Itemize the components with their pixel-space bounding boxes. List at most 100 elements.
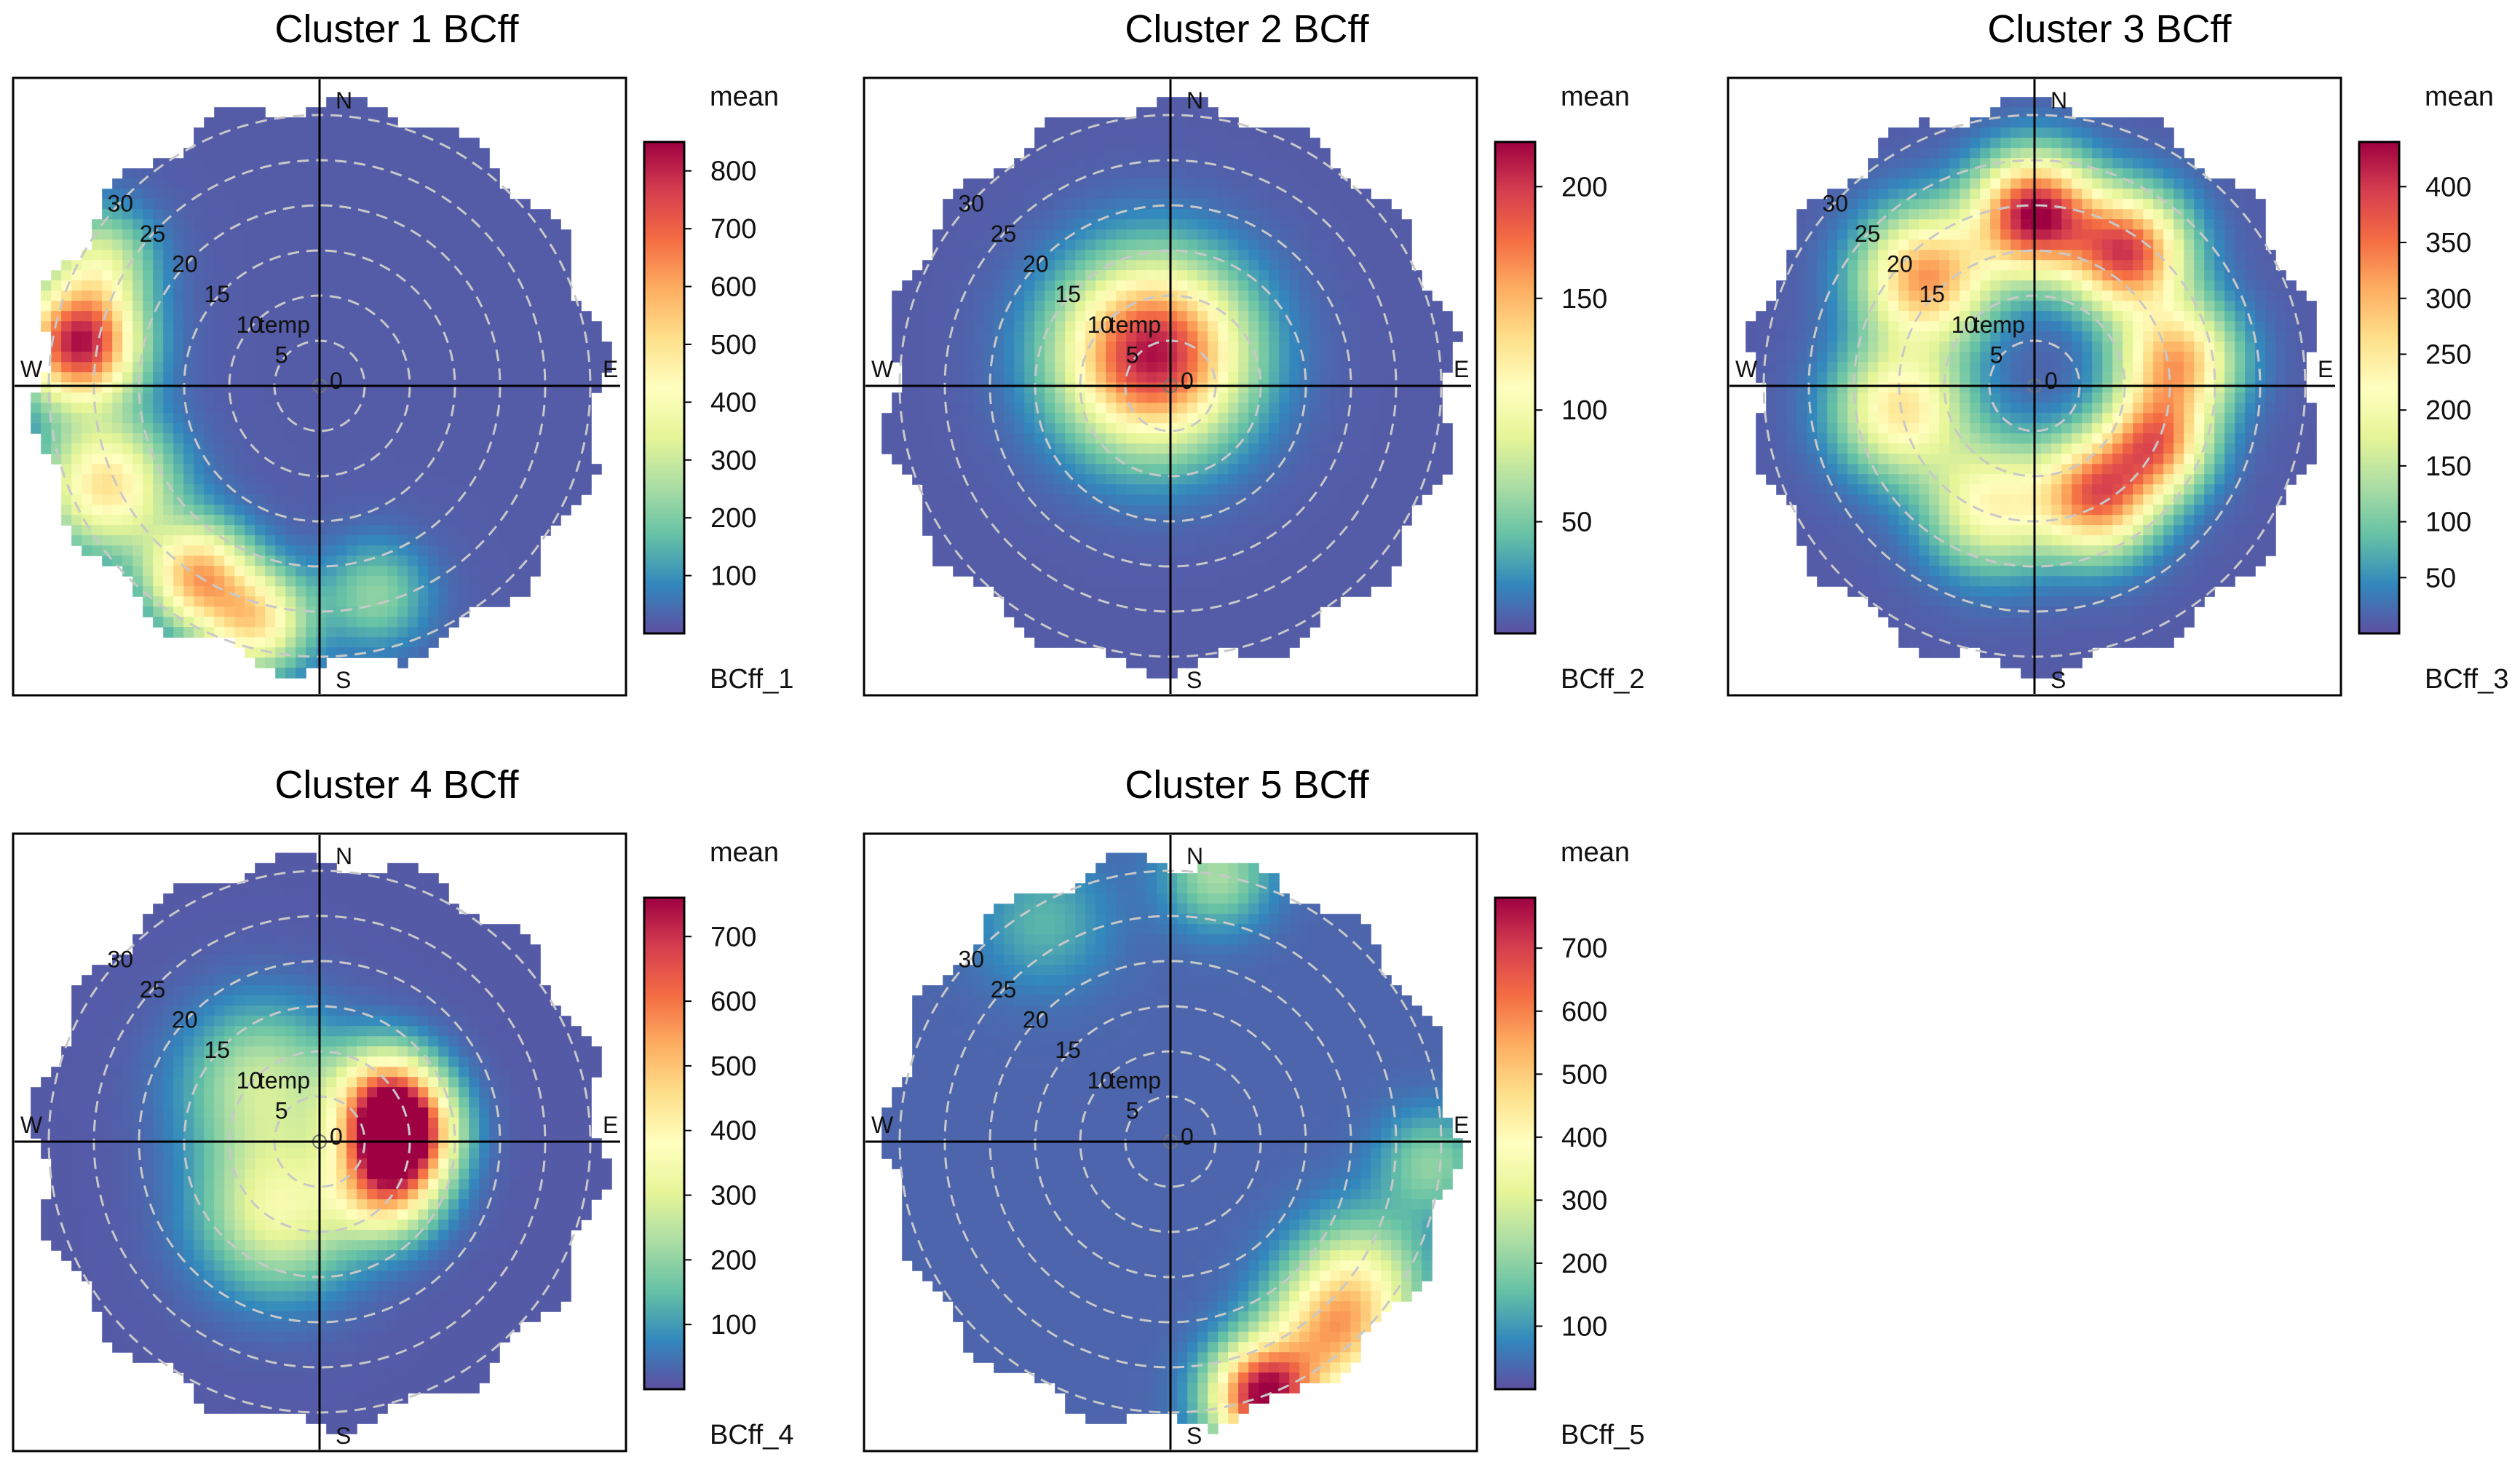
heat-cell xyxy=(902,341,913,352)
heat-cell xyxy=(1422,352,1433,363)
heat-cell xyxy=(1360,229,1371,240)
heat-cell xyxy=(408,270,419,281)
heat-cell xyxy=(204,433,215,444)
ring-label: 30 xyxy=(107,190,133,216)
heat-cell xyxy=(953,545,964,556)
heat-cell xyxy=(973,556,984,566)
heat-cell xyxy=(408,291,419,301)
heat-cell xyxy=(194,352,205,363)
colorbar-tick-label: 700 xyxy=(710,214,756,245)
heat-cell xyxy=(459,443,469,454)
heat-cell xyxy=(357,178,368,189)
heat-cell xyxy=(520,341,531,352)
heat-cell xyxy=(153,525,164,536)
heat-cell xyxy=(1187,280,1198,291)
heat-cell xyxy=(1065,443,1076,454)
heat-cell xyxy=(1065,127,1076,138)
heat-cell xyxy=(1391,311,1402,322)
heat-cell xyxy=(1248,331,1259,342)
heat-cell xyxy=(1014,341,1025,352)
heat-cell xyxy=(387,627,398,638)
heat-cell xyxy=(1014,443,1025,454)
heat-cell xyxy=(1085,433,1096,444)
heat-cell xyxy=(122,464,133,475)
heat-cell xyxy=(1106,647,1117,658)
heat-cell xyxy=(397,484,408,495)
heat-cell xyxy=(1187,250,1198,261)
heat-cell xyxy=(1157,148,1168,159)
heat-cell xyxy=(408,260,419,271)
heat-cell xyxy=(1106,219,1117,230)
heat-cell xyxy=(408,250,419,261)
heat-cell xyxy=(357,535,368,546)
heat-cell xyxy=(983,250,994,261)
heat-cell xyxy=(377,219,388,230)
heat-cell xyxy=(1065,260,1076,271)
heat-cell xyxy=(1401,260,1412,271)
heat-cell xyxy=(1391,525,1402,536)
heat-cell xyxy=(224,362,235,373)
heat-cell xyxy=(1350,352,1361,363)
heat-cell xyxy=(122,311,133,322)
heat-cell xyxy=(1401,464,1412,475)
heat-cell xyxy=(922,341,933,352)
heat-cell xyxy=(408,321,419,332)
heat-cell xyxy=(418,219,429,230)
heat-cell xyxy=(1136,209,1147,220)
heat-cell xyxy=(1238,199,1249,210)
heat-cell xyxy=(357,280,368,291)
heat-cell xyxy=(560,403,571,414)
heat-cell xyxy=(204,392,215,403)
heat-cell xyxy=(1228,291,1239,301)
heat-cell xyxy=(1269,168,1280,179)
heat-cell xyxy=(418,260,429,271)
heat-cell xyxy=(367,219,378,230)
heat-cell xyxy=(1136,331,1147,342)
heat-cell xyxy=(1350,260,1361,271)
heat-cell xyxy=(489,178,500,189)
heat-cell xyxy=(285,209,296,220)
heat-cell xyxy=(499,474,510,485)
heat-cell xyxy=(387,443,398,454)
heat-cell xyxy=(1360,270,1371,281)
heat-cell xyxy=(973,178,984,189)
heat-cell xyxy=(1146,229,1157,240)
heat-cell xyxy=(214,464,225,475)
heat-cell xyxy=(1360,392,1371,403)
heat-cell xyxy=(1289,311,1300,322)
heat-cell xyxy=(448,423,459,434)
heat-cell xyxy=(408,494,419,505)
heat-cell xyxy=(1401,229,1412,240)
heat-cell xyxy=(550,362,561,373)
heat-cell xyxy=(122,321,133,332)
heat-cell xyxy=(316,596,327,607)
heat-cell xyxy=(367,443,378,454)
heat-cell xyxy=(932,260,943,271)
heat-cell xyxy=(183,596,194,607)
heat-cell xyxy=(275,637,286,648)
heat-cell xyxy=(234,280,245,291)
heat-cell xyxy=(943,545,954,556)
heat-cell xyxy=(1330,392,1341,403)
heat-cell xyxy=(459,260,469,271)
heat-cell xyxy=(571,443,582,454)
heat-cell xyxy=(1391,556,1402,566)
heat-cell xyxy=(953,505,964,515)
heat-cell xyxy=(1381,301,1392,312)
heat-cell xyxy=(1157,433,1168,444)
heat-cell xyxy=(346,494,357,505)
heat-cell xyxy=(1309,392,1320,403)
heat-cell xyxy=(1034,291,1045,301)
heat-cell xyxy=(932,382,943,393)
heat-cell xyxy=(326,331,337,342)
heat-cell xyxy=(204,148,215,159)
heat-cell xyxy=(183,454,194,465)
heat-cell xyxy=(1299,474,1310,485)
heat-cell xyxy=(234,250,245,261)
heat-cell xyxy=(1289,392,1300,403)
heat-cell xyxy=(173,250,184,261)
heat-cell xyxy=(1279,494,1290,505)
heat-cell xyxy=(1187,535,1198,546)
heat-cell xyxy=(1055,240,1066,250)
heat-cell xyxy=(510,413,520,424)
